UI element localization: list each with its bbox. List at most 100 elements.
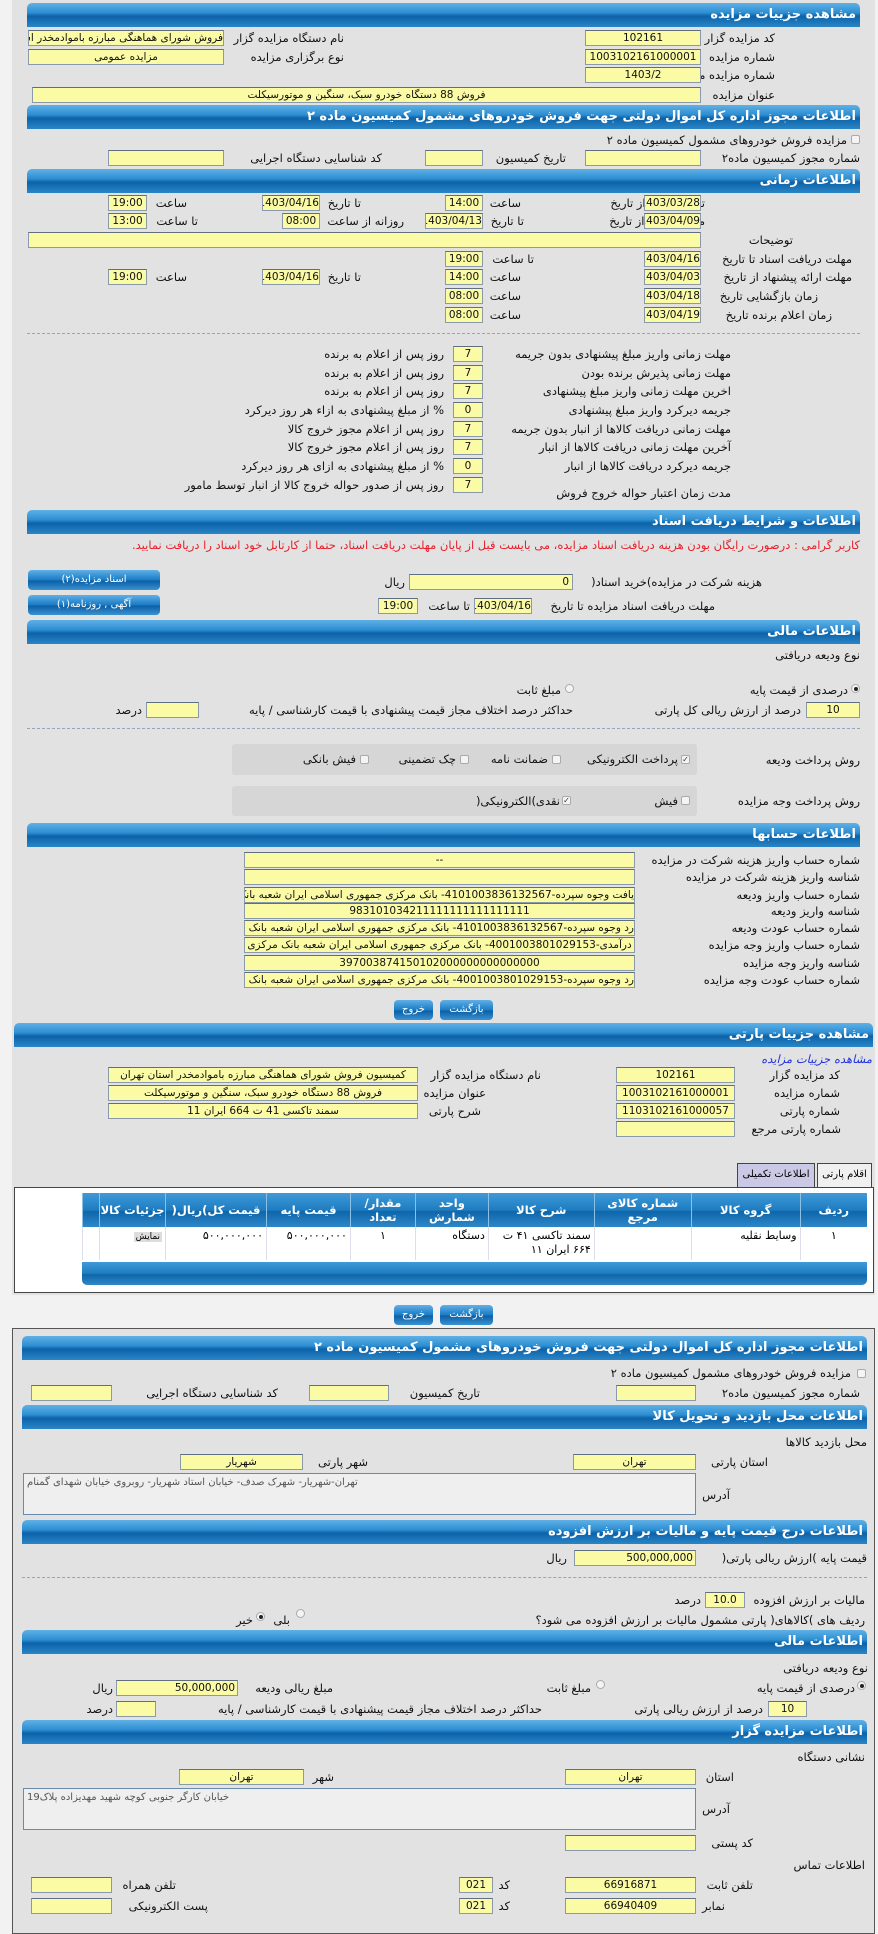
winner-time-label: ساعت	[489, 308, 521, 322]
auction-documents-button[interactable]: اسناد مزایده(۲)	[28, 570, 160, 590]
visit-daily-label: روزانه از ساعت	[327, 214, 404, 228]
phone-label: تلفن ثابت	[706, 1878, 753, 1892]
base-price-unit: ریال	[546, 1551, 567, 1565]
province-label: استان پارتی	[711, 1455, 768, 1469]
auction-details-link[interactable]: مشاهده جزییات مزایده	[761, 1052, 872, 1066]
col-description: شرح کالا	[487, 1193, 595, 1227]
tab-additional-info[interactable]: اطلاعات تکمیلی	[737, 1163, 815, 1187]
col-unit: واحد شمارش	[414, 1193, 489, 1227]
visit-place-subtitle: محل بازدید کالاها	[785, 1435, 867, 1449]
cell-row-number: ۱	[799, 1227, 867, 1260]
finance-header: اطلاعات مالی	[27, 620, 860, 644]
permit2-date-label: تاریخ کمیسیون	[409, 1386, 480, 1400]
account-value: رد وجوه سپرده-4001003801029153- بانک مرک…	[244, 972, 635, 988]
fixed-radio[interactable]	[565, 684, 574, 693]
auction-type-label: نوع برگزاری مزایده	[250, 50, 344, 64]
deadline-suffix: روز پس از اعلام مجوز خروج کالا	[287, 422, 444, 436]
newspaper-ads-button[interactable]: آگهی , روزنامه(۱)	[28, 595, 160, 615]
permit-number-field	[585, 150, 701, 166]
documents-notice: کاربر گرامی : درصورت رایگان بودن هزینه د…	[131, 538, 860, 552]
cell-group: وسایط نقلیه	[690, 1227, 801, 1260]
deposit-amount-field: 50,000,000	[116, 1680, 238, 1696]
cheque-checkbox[interactable]	[460, 755, 469, 764]
deadline-value: 7	[453, 383, 483, 399]
docs-deadline-time: 19:00	[445, 251, 483, 267]
article2-checkbox[interactable]	[851, 135, 860, 144]
finance2-fixed-radio-label: مبلغ ثابت	[546, 1681, 591, 1695]
article2-checkbox-label: مزایده فروش خودروهای مشمول کمیسیون ماده …	[606, 133, 847, 147]
visit-daily-from: 08:00	[282, 213, 320, 229]
deposit-percent-field: 10	[806, 702, 860, 718]
show-details-button[interactable]: نمایش	[133, 1232, 163, 1242]
payment-method-box	[232, 786, 697, 816]
publish-time-label: ساعت	[489, 196, 521, 210]
auction-ref-label: شماره مزایده مرجع	[679, 68, 775, 82]
deposit-percent-label: درصد از ارزش ریالی کل پارتی	[654, 703, 801, 717]
finance2-fixed-radio[interactable]	[596, 1680, 605, 1689]
visit-from-date: 1403/04/09	[644, 213, 701, 229]
divider	[27, 333, 860, 334]
bank-slip-checkbox[interactable]	[360, 755, 369, 764]
cell-details: نمایش	[99, 1227, 166, 1260]
vat-yes-radio[interactable]	[296, 1609, 305, 1618]
permit2-exec-code-field	[31, 1385, 112, 1401]
commission-date-label: تاریخ کمیسیون	[495, 151, 566, 165]
fax-code-field: 021	[459, 1898, 493, 1914]
divider	[22, 1577, 867, 1578]
vat-no-radio[interactable]	[256, 1612, 265, 1621]
electronic-payment-checkbox[interactable]: ✓	[681, 755, 690, 764]
account-value: 397003874150102000000000000000	[244, 955, 635, 971]
guarantee-checkbox[interactable]	[552, 755, 561, 764]
slip-checkbox[interactable]	[681, 796, 690, 805]
lot-subject-field: فروش 88 دستگاه خودرو سبک، سنگین و موتورس…	[108, 1085, 418, 1101]
finance2-percent-radio[interactable]	[857, 1681, 866, 1690]
auction-type-field: مزایده عمومی	[28, 49, 224, 65]
auctioneer-province-label: استان	[705, 1770, 734, 1784]
fax-code-label: کد	[498, 1899, 510, 1913]
lot-items-table: ردیف گروه کالا شماره کالای مرجع شرح کالا…	[81, 1193, 867, 1260]
account-label: شناسه واریز ودیعه	[770, 904, 860, 918]
opening-time: 08:00	[445, 288, 483, 304]
docs-deadline-label: مهلت دریافت اسناد تا تاریخ	[722, 252, 852, 266]
account-value: 983101034211111111111111111	[244, 903, 635, 919]
account-value: --	[244, 852, 635, 868]
deadline-label: جریمه دیرکرد دریافت کالاها از انبار	[564, 459, 731, 473]
account-label: شماره حساب عودت وجه مزایده	[703, 973, 860, 987]
opening-label: زمان بازگشایی تاریخ	[719, 289, 818, 303]
postal-code-field	[565, 1835, 696, 1851]
max-diff-field	[146, 702, 199, 718]
org-name-field: فروش شورای هماهنگی مبارزه باموادمخدر اس	[28, 30, 224, 46]
lot-org-label: نام دستگاه مزایده گزار	[430, 1068, 541, 1082]
fee-label: هزینه شرکت در مزایده)خرید اسناد(	[591, 575, 762, 589]
back-button-2[interactable]: بازگشت	[440, 1305, 493, 1325]
publish-to-label: تا تاریخ	[327, 196, 361, 210]
lot-desc-field: سمند تاکسی 41 ت 664 ایران 11	[108, 1103, 418, 1119]
article2-checkbox-2[interactable]	[857, 1369, 866, 1378]
tab-lot-items[interactable]: اقلام پارتی	[817, 1163, 872, 1187]
cash-electronic-checkbox[interactable]: ✓	[562, 796, 571, 805]
account-value: یافت وجوه سپرده-4101003836132567- بانک م…	[244, 887, 635, 903]
lot-no-field: 1103102161000057	[616, 1103, 735, 1119]
deadline-suffix: روز پس از اعلام به برنده	[324, 347, 444, 361]
vat-label: مالیات بر ارزش افزوده	[753, 1593, 865, 1607]
auction-ref-field: 1403/2	[585, 67, 701, 83]
fee-field: 0	[409, 574, 573, 590]
visit-daily-to-label: تا ساعت	[156, 214, 198, 228]
exit-button-2[interactable]: خروج	[394, 1305, 433, 1325]
deadline-label: مهلت زمانی واریز مبلغ پیشنهادی بدون جریم…	[515, 347, 731, 361]
description-label: توضیحات	[748, 233, 793, 247]
mobile-field	[31, 1877, 112, 1893]
finance2-deposit-type-label: نوع ودیعه دریافتی	[783, 1661, 868, 1675]
fax-field: 66940409	[565, 1898, 696, 1914]
percent-radio[interactable]	[851, 684, 860, 693]
cash-electronic-label: نقدی)الکترونیکی(	[475, 794, 560, 808]
back-button[interactable]: بازگشت	[440, 1000, 493, 1020]
exit-button[interactable]: خروج	[394, 1000, 433, 1020]
vat-question: ردیف های )کالاهای( پارتی مشمول مالیات بر…	[535, 1613, 865, 1627]
winner-date: 1403/04/19	[644, 307, 701, 323]
offer-time2-label: ساعت	[155, 270, 187, 284]
fixed-radio-label: مبلغ ثابت	[516, 683, 561, 697]
table-row: ۱ وسایط نقلیه سمند تاکسی ۴۱ ت ۶۶۴ ایران …	[81, 1227, 867, 1260]
guarantee-label: ضمانت نامه	[490, 752, 548, 766]
finance2-max-diff-field	[116, 1701, 156, 1717]
